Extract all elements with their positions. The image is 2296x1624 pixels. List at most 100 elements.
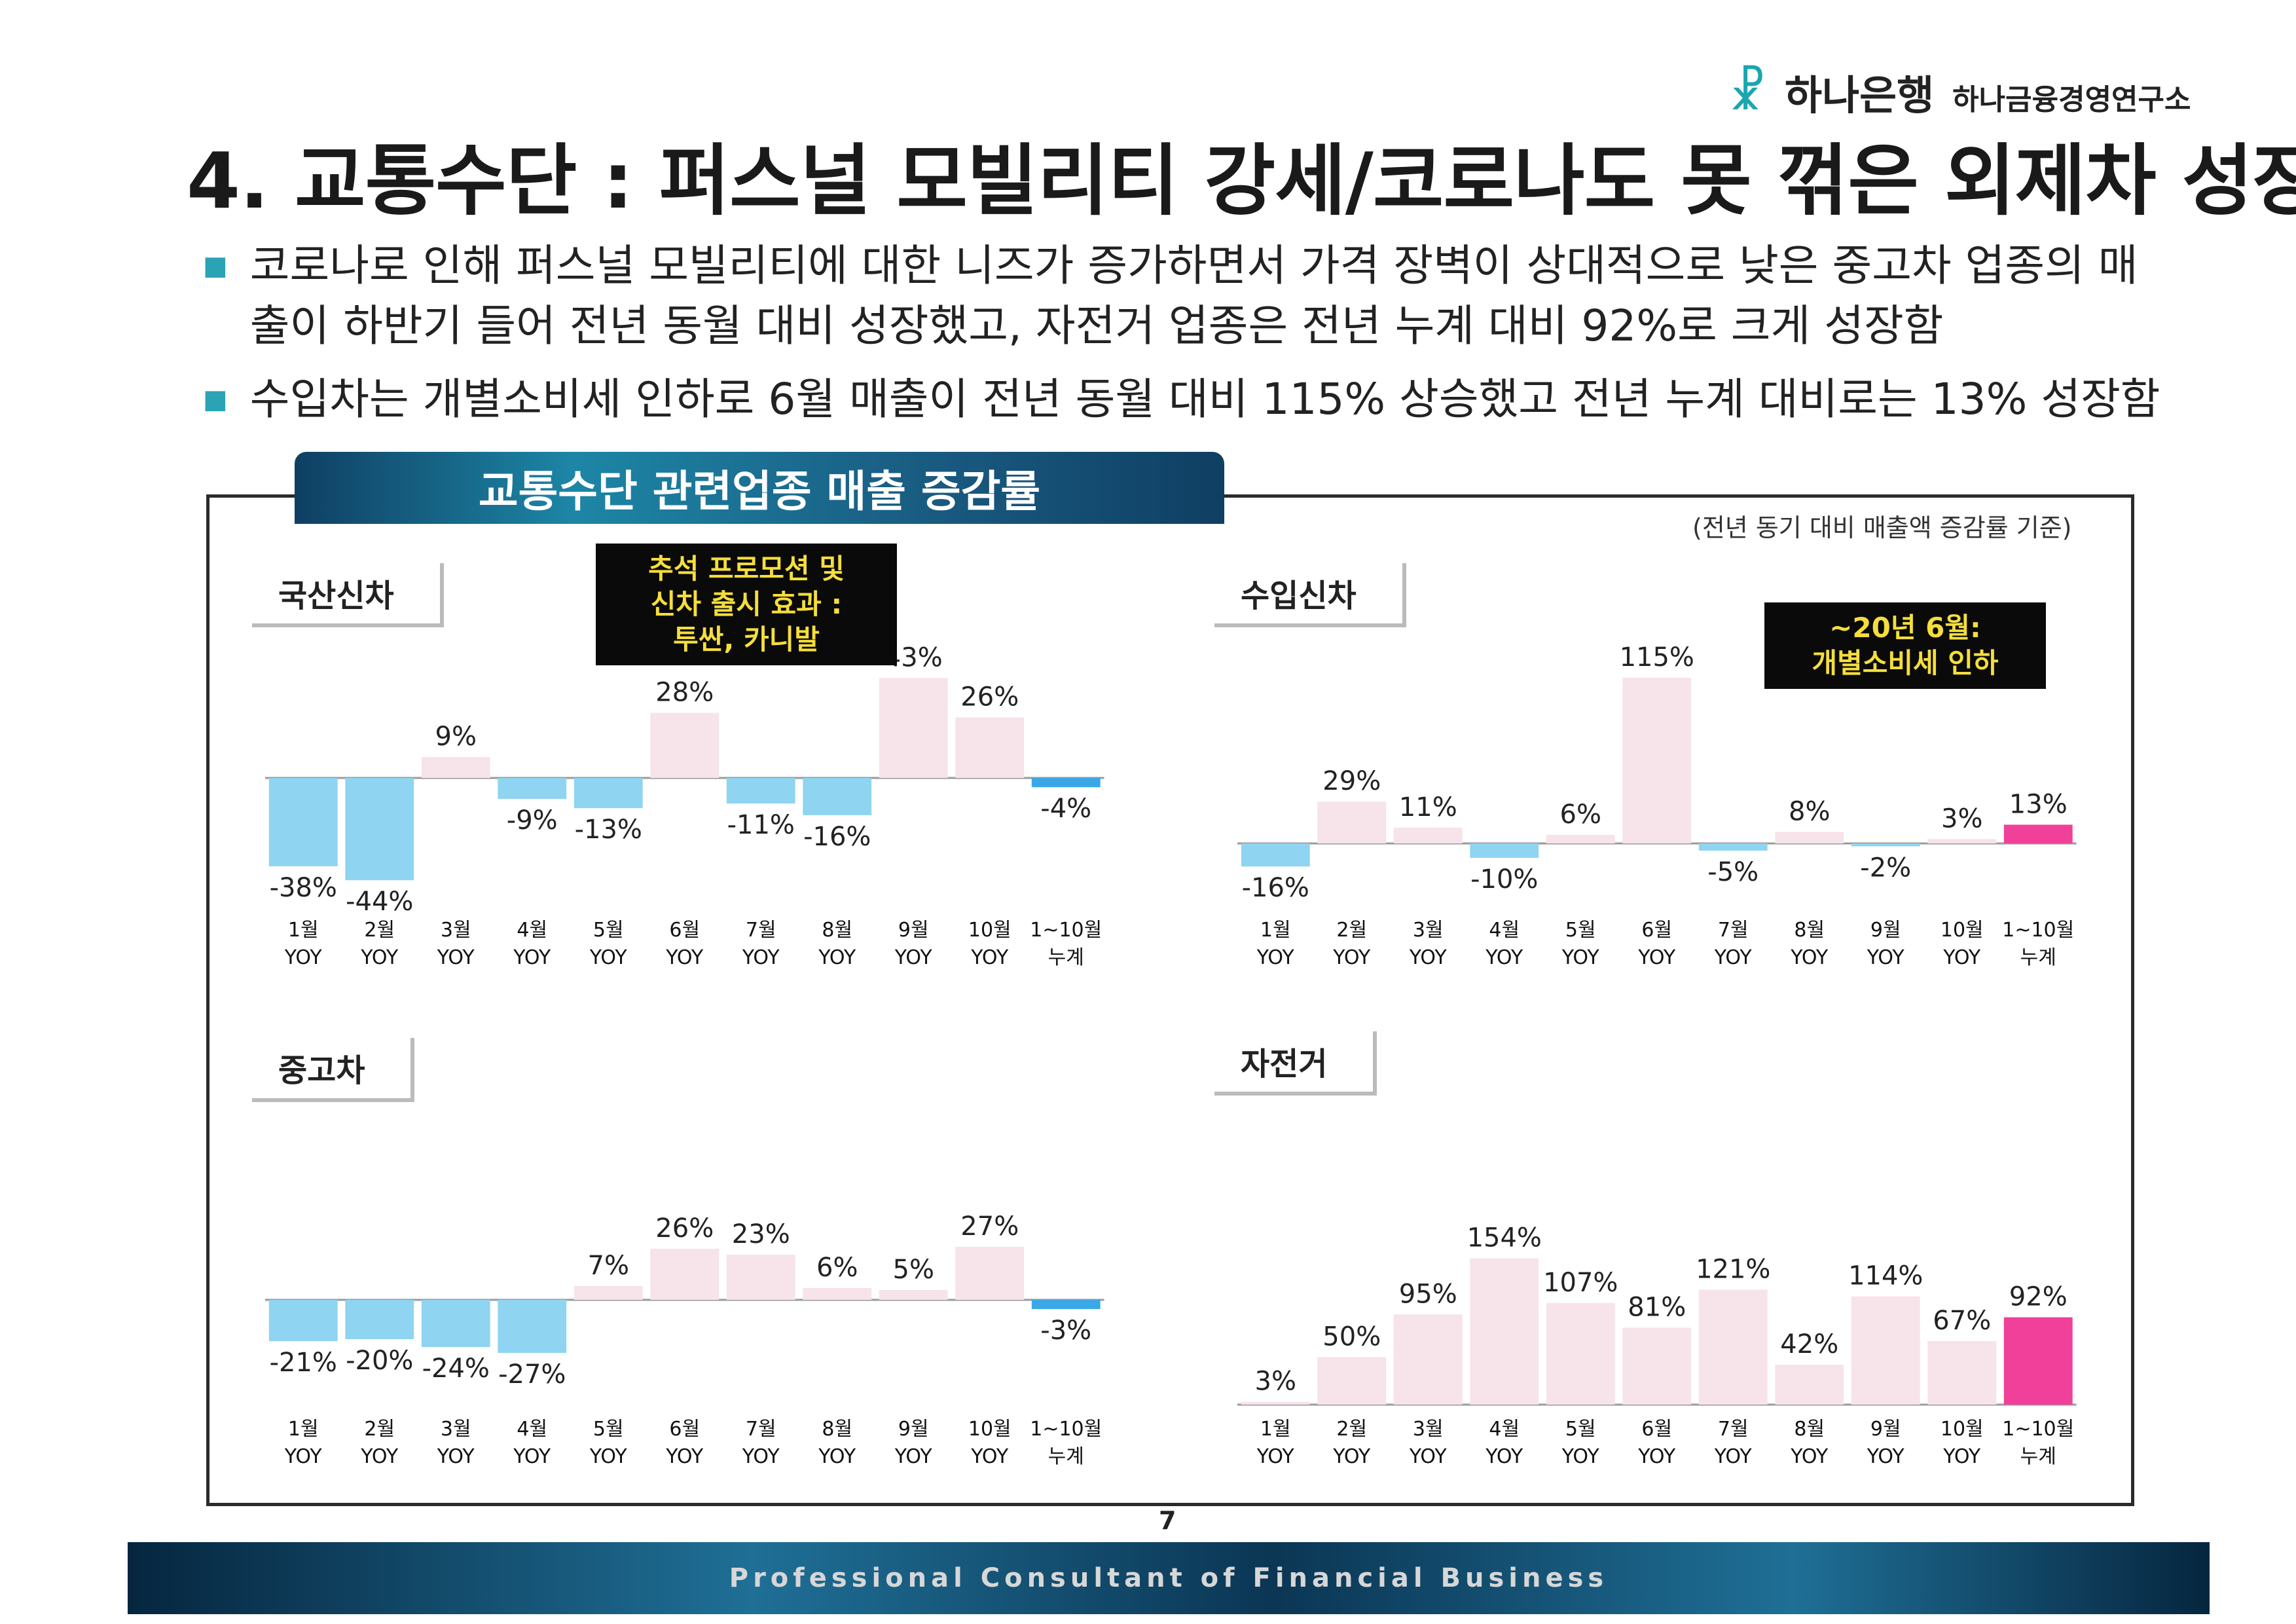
data-label: 23% xyxy=(732,1219,790,1249)
panel-basis-note: (전년 동기 대비 매출액 증감률 기준) xyxy=(1692,513,2072,542)
chart-title-domestic-new-car: 국산신차 xyxy=(252,563,444,627)
data-label: 154% xyxy=(1467,1223,1542,1253)
tick-label: YOY xyxy=(1714,1445,1753,1468)
bar-9 xyxy=(879,678,948,778)
data-label: 81% xyxy=(1628,1293,1686,1323)
bar-8 xyxy=(1775,832,1844,843)
tick-label: 2월 xyxy=(1336,919,1367,942)
tick-label: 5월 xyxy=(1565,919,1596,942)
data-label: 3% xyxy=(1941,803,1982,834)
tick-label: 2월 xyxy=(364,919,395,942)
chart-title-bicycle: 자전거 xyxy=(1214,1031,1377,1096)
bar-2 xyxy=(345,778,414,881)
tick-label: YOY xyxy=(894,946,933,969)
data-label: 6% xyxy=(816,1253,858,1283)
bar-7 xyxy=(726,778,795,804)
data-label: -4% xyxy=(1040,794,1091,824)
tick-label: 3월 xyxy=(441,1418,471,1441)
data-label: -10% xyxy=(1470,864,1538,895)
data-label: -38% xyxy=(270,873,337,903)
data-label: 27% xyxy=(960,1211,1019,1242)
bar-8 xyxy=(803,1288,872,1300)
tick-label: 9월 xyxy=(898,919,929,942)
tick-label: 9월 xyxy=(898,1418,929,1441)
bar-4 xyxy=(1470,1258,1539,1405)
tick-label: YOY xyxy=(665,1445,704,1468)
panel-banner: 교통수단 관련업종 매출 증감률 xyxy=(295,452,1224,524)
tick-label: 4월 xyxy=(1489,1418,1520,1441)
tick-label: YOY xyxy=(1714,946,1753,969)
bullet-text: 수입차는 개별소비세 인하로 6월 매출이 전년 동월 대비 115% 상승했고… xyxy=(249,374,2160,424)
tick-label: YOY xyxy=(1409,946,1448,969)
bar-6 xyxy=(650,712,720,778)
data-label: 26% xyxy=(960,682,1019,712)
data-label: 92% xyxy=(2009,1282,2068,1312)
bar-3 xyxy=(421,757,490,778)
tick-label: YOY xyxy=(1485,1445,1523,1468)
bar-7 xyxy=(1698,1289,1768,1405)
bar-10 xyxy=(955,1247,1025,1300)
tick-label: YOY xyxy=(742,1445,780,1468)
tick-label: YOY xyxy=(1561,946,1600,969)
bar-5 xyxy=(1546,834,1615,843)
tick-label: 8월 xyxy=(822,919,852,942)
data-label: -20% xyxy=(346,1346,413,1376)
tick-label: YOY xyxy=(1790,946,1829,969)
tick-label: 10월 xyxy=(1941,919,1984,942)
tick-label: YOY xyxy=(360,946,399,969)
callout-line: 신차 출시 효과 : xyxy=(650,588,843,620)
data-label: 8% xyxy=(1789,796,1830,826)
tick-label: 4월 xyxy=(1489,919,1520,942)
data-label: -2% xyxy=(1860,853,1911,883)
tick-label: 7월 xyxy=(1718,919,1749,942)
tick-label: YOY xyxy=(437,946,475,969)
data-label: 114% xyxy=(1848,1261,1923,1291)
tick-label: 6월 xyxy=(669,919,700,942)
bar-3 xyxy=(421,1300,490,1347)
tick-label: YOY xyxy=(360,1445,399,1468)
data-label: -16% xyxy=(1242,873,1309,903)
tick-label: 4월 xyxy=(517,1418,547,1441)
tick-label: YOY xyxy=(1867,1445,1905,1468)
bar-11 xyxy=(2003,824,2073,843)
bar-3 xyxy=(1393,1314,1463,1405)
bar-9 xyxy=(1851,1296,1920,1405)
page-title: 4. 교통수단 : 퍼스널 모빌리티 강세/코로나도 못 꺾은 외제차 성장 xyxy=(187,136,2296,226)
tick-label: YOY xyxy=(284,1445,323,1468)
tick-label: 3월 xyxy=(441,919,471,942)
bar-3 xyxy=(1393,827,1463,843)
data-label: 115% xyxy=(1620,642,1694,673)
bar-10 xyxy=(955,717,1025,778)
tick-label: YOY xyxy=(1637,946,1676,969)
data-label: 9% xyxy=(435,722,477,752)
tick-label: 2월 xyxy=(1336,1418,1367,1441)
callout-line: 투싼, 카니발 xyxy=(673,623,820,655)
tick-label: 1~10월 xyxy=(1030,1418,1102,1441)
tick-label: 6월 xyxy=(1641,919,1672,942)
bar-2 xyxy=(345,1300,414,1339)
data-label: -11% xyxy=(727,810,795,840)
callout-line: 추석 프로모션 및 xyxy=(648,553,845,585)
callout-line: ~20년 6월: xyxy=(1829,612,1981,644)
tick-label: YOY xyxy=(665,946,704,969)
tick-label: 8월 xyxy=(1794,1418,1825,1441)
bar-10 xyxy=(1927,1340,1997,1405)
bar-1 xyxy=(1241,1401,1310,1405)
data-label: -5% xyxy=(1707,857,1758,887)
bullet-item: ■ 수입차는 개별소비세 인하로 6월 매출이 전년 동월 대비 115% 상승… xyxy=(203,369,2167,430)
tick-label: YOY xyxy=(970,1445,1009,1468)
tick-label: 5월 xyxy=(593,1418,624,1441)
tick-label: 6월 xyxy=(1641,1418,1672,1441)
bar-1 xyxy=(268,778,338,866)
data-label: 7% xyxy=(588,1251,629,1281)
bar-2 xyxy=(1317,1357,1387,1405)
data-label: 67% xyxy=(1933,1306,1991,1336)
tick-label: 8월 xyxy=(822,1418,852,1441)
tick-label: YOY xyxy=(1409,1445,1448,1468)
bar-5 xyxy=(574,1286,643,1300)
tick-label: YOY xyxy=(894,1445,933,1468)
tick-label: 10월 xyxy=(968,1418,1011,1441)
bar-9 xyxy=(879,1290,948,1300)
bar-2 xyxy=(1317,802,1387,843)
tick-label: YOY xyxy=(1790,1445,1829,1468)
